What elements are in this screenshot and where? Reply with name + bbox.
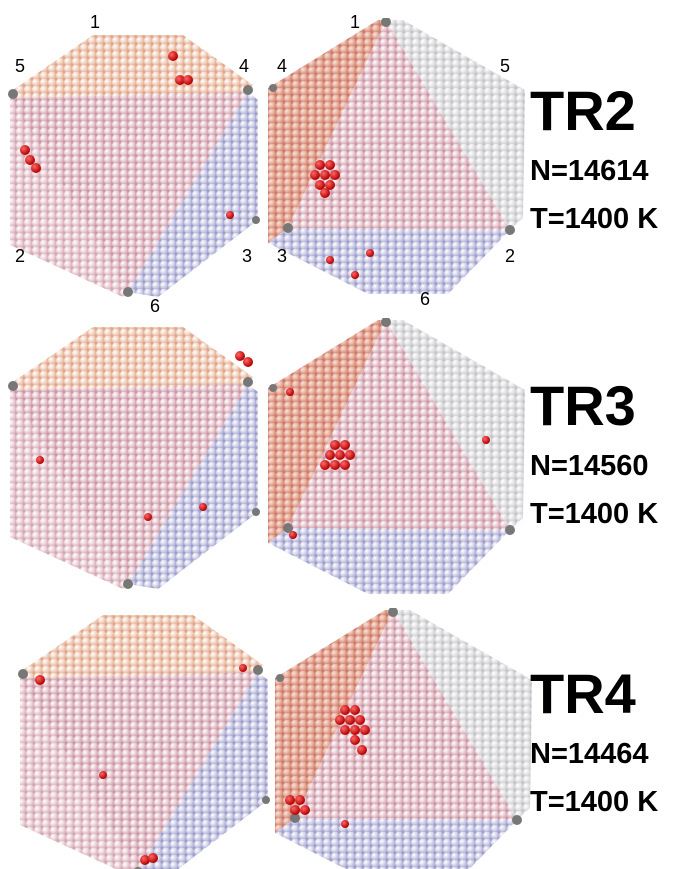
vertex-label: 5 — [15, 56, 25, 76]
temperature: T=1400 K — [530, 786, 658, 818]
vertex-label: 1 — [350, 12, 360, 32]
vertex-label: 3 — [277, 246, 287, 266]
temperature: T=1400 K — [530, 203, 658, 235]
vertex-label: 6 — [420, 289, 430, 309]
vertex-label: 2 — [505, 246, 515, 266]
vertex-label: 1 — [90, 12, 100, 32]
atom-count: N=14464 — [530, 738, 649, 770]
panel-title: TR2 — [530, 79, 636, 142]
atom-count: N=14560 — [530, 450, 649, 482]
vertex-label: 3 — [242, 246, 252, 266]
vertex-label: 6 — [150, 296, 160, 316]
panel-title: TR3 — [530, 374, 636, 437]
temperature: T=1400 K — [530, 498, 658, 530]
vertex-label: 5 — [500, 56, 510, 76]
atom-count: N=14614 — [530, 155, 649, 187]
figure: 1 5 4 2 3 6 1 4 5 3 2 6 TR2 N=14614 T=14… — [0, 0, 687, 869]
vertex-label: 4 — [239, 56, 249, 76]
vertex-label: 2 — [15, 246, 25, 266]
panel-title: TR4 — [530, 662, 636, 725]
vertex-label: 4 — [277, 56, 287, 76]
